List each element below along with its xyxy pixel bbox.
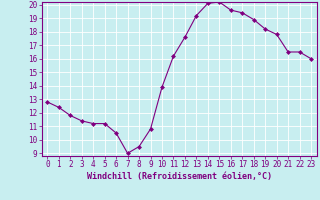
X-axis label: Windchill (Refroidissement éolien,°C): Windchill (Refroidissement éolien,°C) (87, 172, 272, 181)
